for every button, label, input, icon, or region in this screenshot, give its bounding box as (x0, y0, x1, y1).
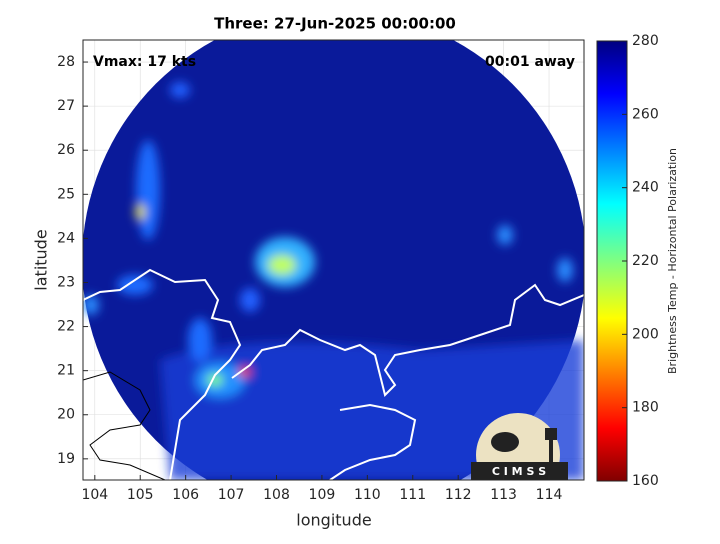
y-tick-label: 25 (57, 186, 75, 202)
coastline (83, 268, 584, 480)
x-tick-label: 106 (172, 487, 199, 503)
y-tick-label: 21 (57, 363, 75, 379)
annotation: Vmax: 17 kts (93, 54, 196, 70)
colorbar-label: Brightness Temp - Horizontal Polarizatio… (666, 148, 679, 374)
y-tick-label: 22 (57, 319, 75, 335)
colorbar-tick-label: 240 (632, 180, 659, 196)
colorbar-tick-label: 220 (632, 253, 659, 269)
y-tick-label: 26 (57, 142, 75, 158)
x-tick-label: 111 (399, 487, 426, 503)
chart-title: Three: 27-Jun-2025 00:00:00 (214, 15, 456, 33)
x-tick-label: 112 (445, 487, 472, 503)
border (83, 371, 166, 480)
y-tick-label: 27 (57, 98, 75, 114)
x-tick-label: 113 (490, 487, 517, 503)
colorbar-tick-label: 260 (632, 106, 659, 122)
plot-frame (82, 39, 585, 481)
colorbar-tick-label: 200 (632, 326, 659, 342)
x-tick-label: 105 (127, 487, 154, 503)
x-tick-label: 114 (536, 487, 563, 503)
y-tick-label: 20 (57, 407, 75, 423)
annotation: 00:01 away (485, 54, 575, 70)
colorbar-tick-label: 280 (632, 33, 659, 49)
x-tick-label: 104 (81, 487, 108, 503)
y-tick-label: 28 (57, 54, 75, 70)
logo-text: C I M S S (492, 465, 546, 478)
x-tick-label: 110 (354, 487, 381, 503)
x-axis-label: longitude (296, 511, 371, 530)
y-tick-label: 24 (57, 230, 75, 246)
logo: C I M S S (471, 413, 568, 480)
x-tick-label: 109 (309, 487, 336, 503)
swath: C I M S S (83, 40, 584, 480)
x-tick-label: 107 (218, 487, 245, 503)
y-tick-label: 19 (57, 451, 75, 467)
y-tick-label: 23 (57, 274, 75, 290)
y-axis-label: latitude (32, 229, 51, 290)
x-tick-label: 108 (263, 487, 290, 503)
colorbar-tick-label: 160 (632, 473, 659, 489)
colorbar-tick-label: 180 (632, 400, 659, 416)
